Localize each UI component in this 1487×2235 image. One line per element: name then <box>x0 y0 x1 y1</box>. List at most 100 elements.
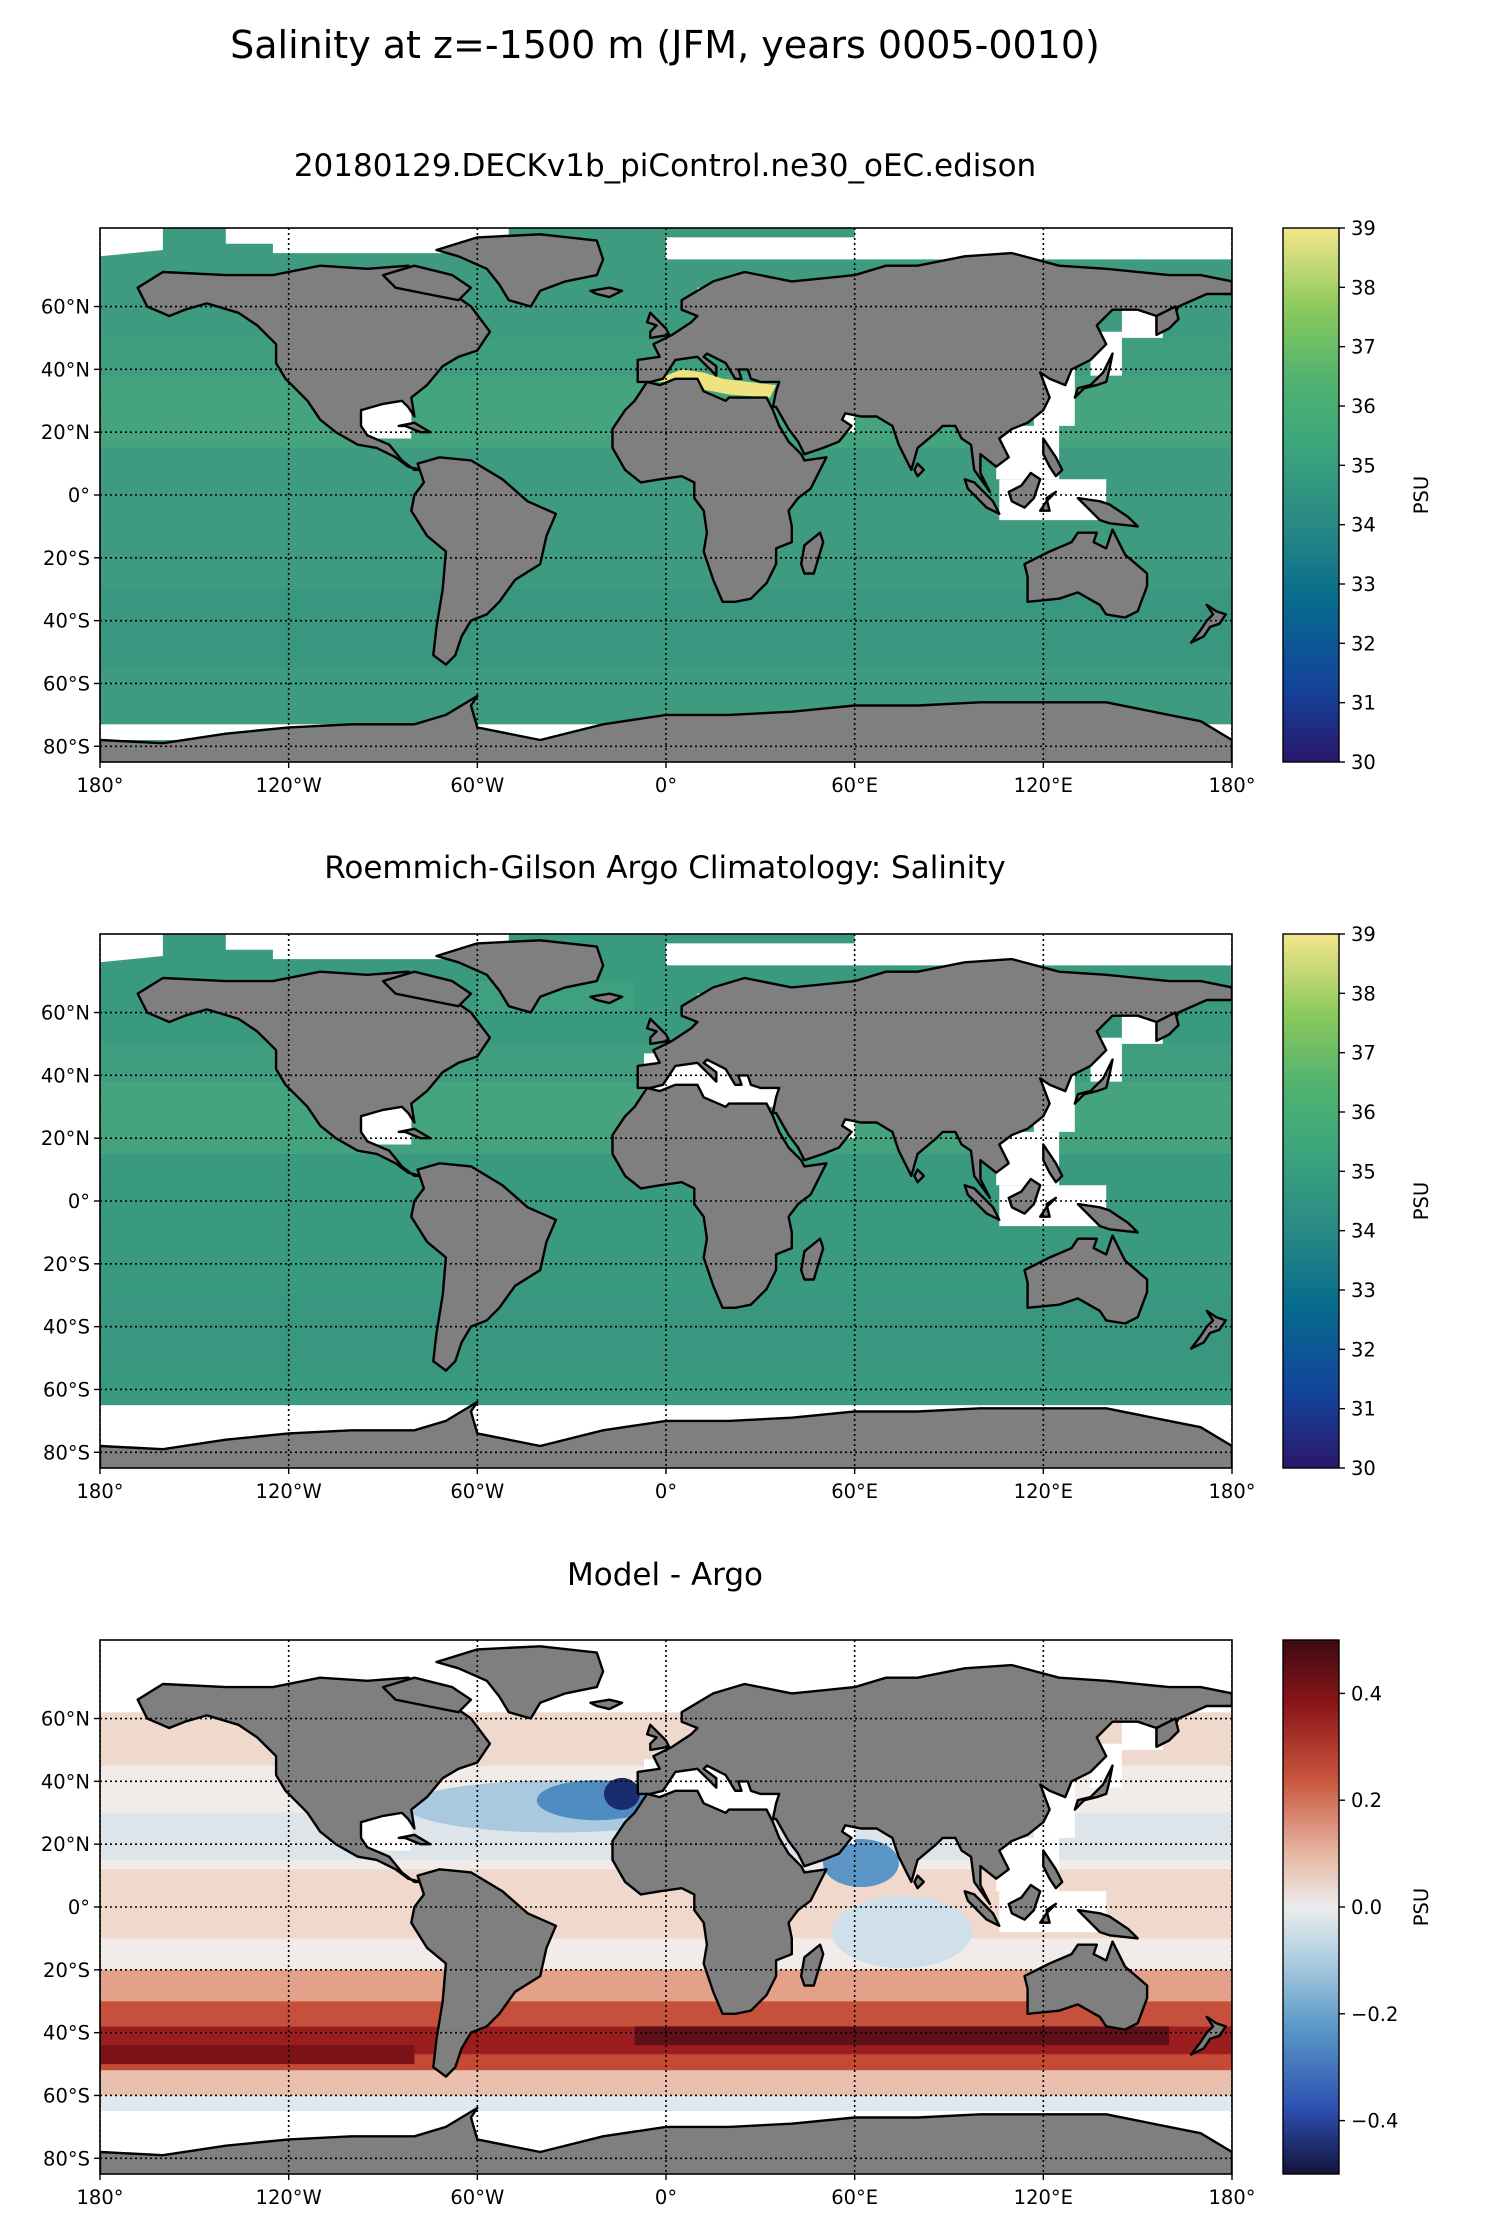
land-eurasia <box>636 1663 1232 1906</box>
colorbar-tick-label: 38 <box>1351 982 1376 1005</box>
colorbar-tick-label: 32 <box>1351 1338 1376 1361</box>
y-axis: 60°N 40°N 20°N 0° 20°S 40°S 60°S 80°S <box>41 1708 100 2170</box>
colorbar-tick-label: 34 <box>1351 514 1376 537</box>
gridlines <box>100 934 1232 1468</box>
difference-band <box>100 2095 1232 2112</box>
y-tick-label: 20°N <box>41 421 90 444</box>
colorbar-tick-label: −0.2 <box>1351 2003 1398 2026</box>
y-tick-label: 20°S <box>43 547 90 570</box>
y-tick-label: 20°S <box>43 1253 90 1276</box>
panel-title: Roemmich-Gilson Argo Climatology: Salini… <box>324 850 1005 886</box>
colorbar-tick-label: 32 <box>1351 632 1376 655</box>
x-tick-label: 180° <box>1209 774 1256 797</box>
map-area <box>99 933 1233 1469</box>
land-new-zealand <box>1189 2015 1227 2056</box>
no-data-region <box>357 1812 412 1851</box>
colorbar-tick-label: 36 <box>1351 1101 1376 1124</box>
x-tick-label: 120°E <box>1014 2186 1073 2209</box>
no-data-region <box>666 1649 855 1672</box>
x-tick-label: 180° <box>1209 2186 1256 2209</box>
land-baffin <box>381 264 473 302</box>
x-tick-label: 60°W <box>450 774 504 797</box>
mediterranean-outflow-anomaly <box>603 1777 640 1810</box>
land-australia <box>1023 1940 1149 2031</box>
no-data-region <box>357 400 412 439</box>
land-iceland <box>589 1698 624 1711</box>
no-data-region <box>666 943 855 966</box>
land-madagascar <box>800 1237 825 1281</box>
colorbar-tick-label: 37 <box>1351 336 1376 359</box>
y-tick-label: 20°N <box>41 1833 90 1856</box>
map-field <box>100 934 1232 1468</box>
y-tick-label: 60°S <box>43 1378 90 1401</box>
colorbar-tick-label: 34 <box>1351 1220 1376 1243</box>
panel-model-salinity: 20180129.DECKv1b_piControl.ne30_oEC.edis… <box>41 148 1433 797</box>
y-tick-label: 40°N <box>41 1770 90 1793</box>
map-field <box>100 1640 1232 2174</box>
land-japan <box>1073 1058 1114 1105</box>
x-tick-label: 60°W <box>450 1480 504 1503</box>
y-tick-label: 40°S <box>43 1316 90 1339</box>
land-japan <box>1073 352 1114 399</box>
colorbar: 30 31 32 33 34 35 36 37 38 39 PSU <box>1282 217 1433 774</box>
land-kamchatka-west <box>1155 305 1180 336</box>
x-tick-label: 120°W <box>256 774 322 797</box>
colorbar-tick-label: 37 <box>1351 1042 1376 1065</box>
land-madagascar <box>800 531 825 575</box>
y-axis: 60°N 40°N 20°N 0° 20°S 40°S 60°S 80°S <box>41 1002 100 1464</box>
land-philippines <box>1042 437 1064 478</box>
land-sumatra <box>963 478 1001 515</box>
colorbar-tick-label: 39 <box>1351 923 1376 946</box>
land-uk <box>645 1723 671 1752</box>
y-tick-label: 80°S <box>43 735 90 758</box>
y-tick-label: 60°N <box>41 1002 90 1025</box>
colorbar-tick-label: 31 <box>1351 692 1376 715</box>
colorbar-label: PSU <box>1410 476 1433 514</box>
y-tick-label: 20°N <box>41 1127 90 1150</box>
x-axis: 180° 120°W 60°W 0° 60°E 120°E 180° <box>77 762 1256 797</box>
land-uk <box>645 311 671 340</box>
x-tick-label: 180° <box>77 774 124 797</box>
y-tick-label: 0° <box>68 484 90 507</box>
x-tick-label: 180° <box>77 1480 124 1503</box>
southern-ocean-core <box>634 2026 1170 2046</box>
no-data-region <box>100 228 163 257</box>
x-tick-label: 60°E <box>831 774 878 797</box>
land-sri-lanka <box>913 1168 925 1184</box>
land-kamchatka-west <box>1155 1717 1180 1749</box>
colorbar-tick-label: 31 <box>1351 1398 1376 1421</box>
colorbar-tick-label: 38 <box>1351 276 1376 299</box>
colorbar-tick-label: 0.2 <box>1351 1789 1382 1812</box>
y-tick-label: 60°N <box>41 296 90 319</box>
land-south-america <box>410 456 558 666</box>
no-data-region <box>100 1640 163 1669</box>
y-tick-label: 20°S <box>43 1959 90 1982</box>
panel-title: 20180129.DECKv1b_piControl.ne30_oEC.edis… <box>294 148 1036 184</box>
x-tick-label: 0° <box>655 2186 677 2209</box>
land-borneo <box>1007 471 1042 509</box>
land-sri-lanka <box>913 1874 925 1890</box>
land-sumatra <box>963 1184 1001 1222</box>
land-baffin <box>381 1676 473 1714</box>
land-borneo <box>1007 1177 1042 1215</box>
land-australia <box>1023 528 1149 619</box>
colorbar-label: PSU <box>1410 1182 1433 1220</box>
land-greenland <box>435 1645 605 1720</box>
land-uk <box>645 1017 671 1046</box>
colorbar-gradient <box>1282 933 1340 1469</box>
mediterranean-field <box>650 369 777 398</box>
land-borneo <box>1007 1883 1042 1921</box>
panel-model-minus-argo: Model - Argo 180° 120°W 60°W 0° 60°E 120°E 180… <box>41 1557 1433 2209</box>
land-new-zealand <box>1189 603 1227 644</box>
map-area <box>99 227 1233 763</box>
y-tick-label: 0° <box>68 1896 90 1919</box>
y-tick-label: 40°N <box>41 358 90 381</box>
no-data-region <box>666 237 855 260</box>
x-tick-label: 60°E <box>831 1480 878 1503</box>
land-sri-lanka <box>913 462 925 478</box>
no-data-region <box>225 228 509 244</box>
colorbar-tick-label: 33 <box>1351 1279 1376 1302</box>
colorbar-tick-label: 0.0 <box>1351 1896 1382 1919</box>
x-tick-label: 0° <box>655 774 677 797</box>
